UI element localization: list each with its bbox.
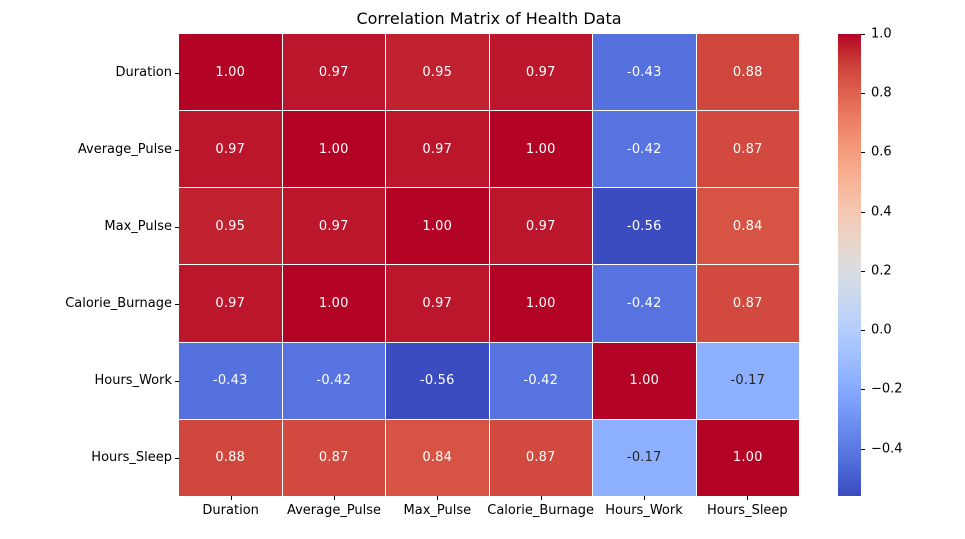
heatmap-cell: 0.95	[386, 34, 489, 111]
y-tick-label: Hours_Sleep	[91, 449, 172, 465]
y-tick-mark	[175, 150, 179, 151]
heatmap-cell: -0.56	[386, 342, 489, 419]
colorbar-tick-mark	[861, 271, 865, 272]
y-tick-mark	[175, 227, 179, 228]
heatmap-cell: -0.42	[593, 265, 696, 342]
x-tick-label: Average_Pulse	[286, 503, 382, 518]
chart-title: Correlation Matrix of Health Data	[356, 9, 622, 28]
y-tick-mark	[175, 381, 179, 382]
x-tick-mark	[334, 496, 335, 500]
colorbar-tick-mark	[861, 389, 865, 390]
heatmap-cell: -0.43	[179, 342, 282, 419]
heatmap-cell: 1.00	[489, 111, 592, 188]
x-tick-label: Hours_Work	[605, 503, 683, 518]
colorbar-tick-label: −0.2	[871, 381, 903, 397]
heatmap-cell: -0.42	[593, 111, 696, 188]
heatmap-cell: 0.97	[489, 188, 592, 265]
y-tick-label: Average_Pulse	[77, 141, 172, 157]
x-tick-label: Calorie_Burnage	[487, 503, 595, 518]
heatmap-cell: 0.97	[282, 34, 385, 111]
heatmap-cell: 0.84	[696, 188, 799, 265]
y-tick-mark	[175, 458, 179, 459]
heatmap-cell: 1.00	[489, 265, 592, 342]
colorbar-tick-label: 1.0	[871, 26, 892, 42]
heatmap-cell: 0.97	[386, 265, 489, 342]
y-tick-label: Calorie_Burnage	[65, 295, 172, 311]
heatmap-cell: 0.95	[179, 188, 282, 265]
x-tick-label: Hours_Sleep	[706, 503, 788, 518]
x-tick-label: Duration	[202, 503, 259, 518]
y-tick-label: Max_Pulse	[104, 218, 172, 234]
colorbar-tick-mark	[861, 330, 865, 331]
heatmap-cell: -0.42	[489, 342, 592, 419]
heatmap-cell: 0.97	[282, 188, 385, 265]
colorbar-tick-label: 0.4	[871, 204, 892, 220]
heatmap-cell: 0.97	[179, 111, 282, 188]
heatmap-cell: 1.00	[282, 111, 385, 188]
x-tick-mark	[437, 496, 438, 500]
heatmap-cell: 0.88	[179, 419, 282, 496]
colorbar-tick-mark	[861, 212, 865, 213]
x-tick-label: Max_Pulse	[403, 503, 472, 518]
y-tick-label: Duration	[115, 64, 172, 80]
colorbar-tick-label: 0.8	[871, 85, 892, 101]
x-tick-mark	[541, 496, 542, 500]
heatmap-cell: 1.00	[593, 342, 696, 419]
heatmap-cell: 0.87	[696, 111, 799, 188]
heatmap-cell: 1.00	[386, 188, 489, 265]
colorbar-tick-label: 0.2	[871, 263, 892, 279]
heatmap-cell: 0.84	[386, 419, 489, 496]
heatmap-cell: 0.87	[489, 419, 592, 496]
heatmap-cell: -0.56	[593, 188, 696, 265]
x-tick-mark	[747, 496, 748, 500]
heatmap-cell: 0.97	[179, 265, 282, 342]
heatmap-cell: -0.17	[593, 419, 696, 496]
y-tick-mark	[175, 73, 179, 74]
colorbar-tick-label: 0.0	[871, 322, 892, 338]
colorbar-tick-mark	[861, 34, 865, 35]
heatmap-cell: 0.87	[696, 265, 799, 342]
heatmap-cell: 0.88	[696, 34, 799, 111]
heatmap-cell: 1.00	[696, 419, 799, 496]
heatmap-cell: -0.43	[593, 34, 696, 111]
heatmap-cell: -0.42	[282, 342, 385, 419]
colorbar-tick-mark	[861, 449, 865, 450]
x-tick-mark	[644, 496, 645, 500]
heatmap-cell: -0.17	[696, 342, 799, 419]
colorbar-tick-mark	[861, 93, 865, 94]
x-tick-mark	[231, 496, 232, 500]
heatmap-cell: 1.00	[282, 265, 385, 342]
colorbar-tick-label: 0.6	[871, 144, 892, 160]
y-tick-mark	[175, 304, 179, 305]
y-tick-label: Hours_Work	[94, 372, 172, 388]
heatmap-cell: 1.00	[179, 34, 282, 111]
colorbar-tick-label: −0.4	[871, 441, 903, 457]
colorbar-tick-mark	[861, 152, 865, 153]
heatmap-cell: 0.97	[386, 111, 489, 188]
heatmap-cell: 0.87	[282, 419, 385, 496]
heatmap-grid: 1.00 0.97 0.95 0.97 -0.43 0.88 0.97 1.00 0.97 1.0…	[179, 34, 799, 496]
heatmap-cell: 0.97	[489, 34, 592, 111]
colorbar-gradient	[838, 34, 861, 496]
